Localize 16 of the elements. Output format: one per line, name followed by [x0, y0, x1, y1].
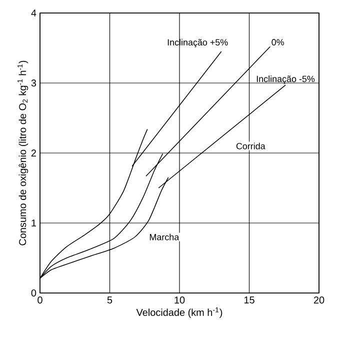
y-axis-title: Consumo de oxigênio (litro de O$_{2}$ kg$^{-1}$ h$^{-1}$) — [18, 60, 28, 246]
x-tick-label: 10 — [174, 296, 185, 304]
y-tick-label: 0 — [31, 289, 36, 297]
annotation: Marcha — [150, 234, 180, 240]
y-tick-label: 3 — [31, 79, 36, 87]
x-tick-label: 5 — [107, 296, 112, 304]
x-tick-label: 15 — [244, 296, 254, 304]
x-tick-label: 0 — [38, 296, 42, 304]
series-label: 0% — [272, 39, 284, 46]
series-label: Inclinação -5% — [256, 76, 315, 84]
annotation: Corrida — [236, 142, 266, 150]
y-tick-label: 2 — [31, 150, 36, 156]
y-tick-label: 4 — [31, 10, 36, 16]
x-tick-label: 20 — [314, 296, 324, 304]
y-tick-label: 1 — [32, 220, 36, 226]
x-axis-title: Velocidade (km h$^{-1}$) — [136, 307, 222, 318]
